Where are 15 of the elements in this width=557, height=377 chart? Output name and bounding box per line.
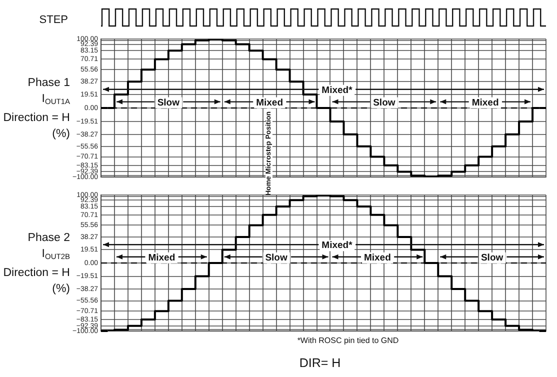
annotation: Slow <box>373 97 396 108</box>
annotation: Slow <box>265 252 288 264</box>
annotation: Mixed <box>148 252 176 264</box>
y-axis-title: Phase 1 I$_{OUT1A}$ Direction = H (%) <box>3 76 70 142</box>
text: STEP <box>38 14 68 26</box>
annotation: Mixed* <box>322 84 353 96</box>
y-axis-title: Phase 2 I$_{OUT2B}$ Direction = H (%) <box>3 230 70 296</box>
annotation: Mixed* <box>322 240 353 252</box>
text: *With ROSC pin tied to GND <box>296 336 400 345</box>
annotation: Mixed <box>472 97 499 108</box>
annotation: Slow <box>157 97 180 108</box>
annotation: Slow <box>480 252 504 264</box>
annotation: Mixed <box>256 97 284 108</box>
annotation: Mixed <box>364 252 392 264</box>
text: DIR= H <box>298 356 342 370</box>
